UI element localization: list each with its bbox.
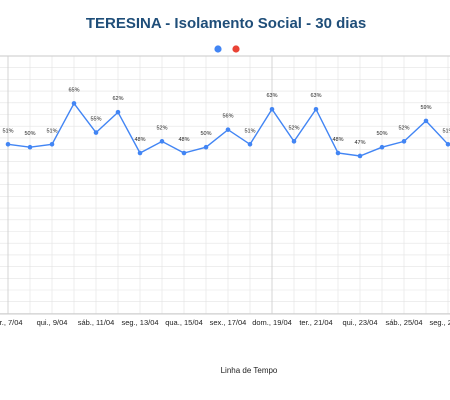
x-tick-label: ter., 7/04: [0, 318, 23, 327]
data-label: 51%: [442, 128, 450, 134]
grid: [0, 55, 450, 315]
data-point: [27, 144, 33, 150]
data-label: 50%: [200, 131, 211, 137]
x-tick-label: sex., 17/04: [210, 318, 247, 327]
x-tick-label: dom., 19/04: [252, 318, 292, 327]
data-point: [137, 150, 143, 156]
data-point: [445, 141, 450, 147]
x-axis-label: Linha de Tempo: [221, 366, 278, 375]
x-axis-ticks: ter., 7/04 qui., 9/04 sáb., 11/04 seg., 13/…: [0, 318, 450, 327]
data-point: [269, 106, 275, 112]
data-label: 51%: [46, 128, 57, 134]
x-tick-label: seg., 27/04: [429, 318, 450, 327]
data-point: [203, 144, 209, 150]
data-point: [181, 150, 187, 156]
data-label: 59%: [420, 105, 431, 111]
data-label: 52%: [288, 125, 299, 131]
data-point: [159, 139, 165, 144]
x-tick-label: qui., 23/04: [342, 318, 377, 327]
data-label: 63%: [310, 93, 321, 99]
data-point: [291, 139, 297, 144]
legend-marker-1: [232, 45, 240, 53]
legend: [214, 45, 240, 53]
data-point: [93, 130, 99, 135]
data-label: 62%: [112, 96, 123, 102]
data-point: [71, 101, 77, 106]
legend-marker-0: [214, 45, 222, 53]
data-label: 56%: [222, 114, 233, 120]
data-label: 50%: [376, 131, 387, 137]
data-point: [225, 127, 231, 132]
x-tick-label: qui., 9/04: [37, 318, 68, 327]
data-label: 55%: [90, 117, 101, 123]
data-point: [379, 144, 385, 150]
x-tick-label: ter., 21/04: [299, 318, 332, 327]
data-point: [5, 141, 11, 147]
data-point: [115, 109, 121, 115]
data-point: [335, 150, 341, 156]
x-tick-label: qua., 15/04: [165, 318, 203, 327]
data-point: [313, 106, 319, 112]
data-label: 51%: [2, 128, 13, 134]
data-label: 50%: [24, 131, 35, 137]
data-point: [49, 141, 55, 147]
data-label: 48%: [178, 137, 189, 143]
x-tick-label: sáb., 11/04: [78, 318, 115, 327]
data-label: 48%: [332, 137, 343, 143]
data-label: 48%: [134, 137, 145, 143]
data-label: 52%: [398, 125, 409, 131]
x-tick-label: seg., 13/04: [121, 318, 158, 327]
data-point: [423, 118, 429, 124]
data-point: [247, 141, 253, 147]
data-point: [401, 139, 407, 144]
data-label: 65%: [68, 87, 79, 93]
data-point: [357, 153, 363, 159]
data-label: 47%: [354, 140, 365, 146]
chart-title: TERESINA - Isolamento Social - 30 dias: [86, 15, 366, 32]
series: 51% 50% 51% 65% 55% 62% 48% 52% 48% 50% 56% 51% 63% 5…: [2, 87, 450, 159]
data-label: 51%: [244, 128, 255, 134]
x-tick-label: sáb., 25/04: [385, 318, 422, 327]
data-label: 63%: [266, 93, 277, 99]
data-label: 52%: [156, 125, 167, 131]
